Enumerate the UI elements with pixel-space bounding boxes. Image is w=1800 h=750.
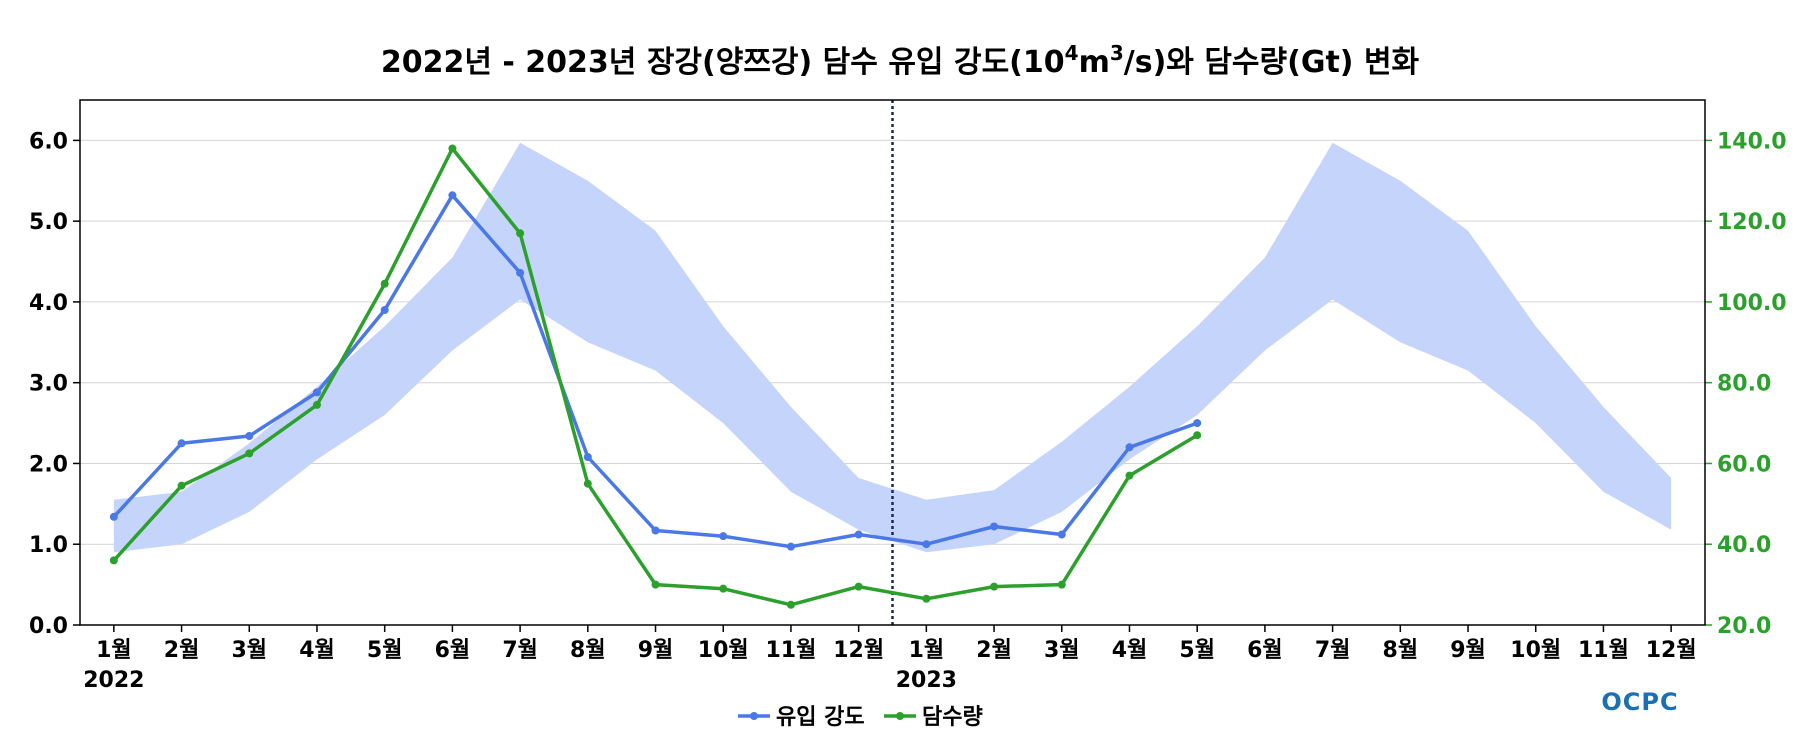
logo-text: OCPC — [1601, 688, 1678, 716]
data-point — [109, 512, 118, 521]
data-point — [1125, 471, 1134, 480]
x-tick-label: 3월 — [1044, 638, 1080, 663]
x-tick-label: 12월 — [1646, 638, 1697, 663]
year-label: 2023 — [896, 668, 957, 693]
x-tick-label: 6월 — [1247, 638, 1283, 663]
series-2 — [109, 144, 1202, 609]
svg-text:2022년 - 2023년 장강(양쯔강) 담수 유입 강도: 2022년 - 2023년 장강(양쯔강) 담수 유입 강도(104m3/s)와… — [381, 41, 1420, 80]
data-point — [922, 594, 931, 603]
title-sup-2: 3 — [1110, 41, 1124, 65]
data-point — [990, 582, 999, 591]
data-point — [516, 268, 525, 277]
x-tick-label: 10월 — [698, 638, 749, 663]
plot-frame — [79, 99, 1706, 626]
legend-swatch-marker — [750, 712, 758, 720]
climatology-band — [113, 142, 1672, 553]
x-tick-label: 2월 — [164, 638, 200, 663]
x-tick-label: 4월 — [299, 638, 335, 663]
x-tick-label: 1월 — [909, 638, 945, 663]
x-tick-label: 4월 — [1112, 638, 1148, 663]
y-left-tick-label: 2.0 — [29, 452, 68, 477]
data-point — [922, 540, 931, 549]
data-point — [1193, 431, 1202, 440]
y-left-tick-label: 5.0 — [29, 210, 68, 235]
x-tick-label: 8월 — [1383, 638, 1419, 663]
data-point — [380, 306, 389, 314]
data-point — [786, 600, 795, 609]
x-tick-label: 11월 — [1578, 638, 1629, 663]
legend: 유입 강도 담수량 — [738, 705, 983, 730]
x-tick-label: 7월 — [502, 638, 538, 663]
data-point — [1057, 580, 1066, 589]
data-point — [1193, 419, 1202, 428]
title-sup-1: 4 — [1065, 41, 1079, 65]
data-point — [516, 229, 525, 238]
legend-label: 담수량 — [922, 705, 983, 730]
series-line — [112, 146, 1199, 607]
y-right-tick-label: 40.0 — [1717, 533, 1771, 558]
title-mid: m — [1079, 45, 1110, 80]
data-point — [448, 191, 457, 200]
data-point — [719, 532, 728, 541]
x-tick-label: 11월 — [766, 638, 817, 663]
data-point — [583, 453, 592, 461]
y-left-tick-label: 3.0 — [29, 372, 68, 397]
data-point — [854, 530, 863, 539]
title-suffix: /s)와 담수량(Gt) 변화 — [1124, 45, 1420, 80]
x-tick-label: 1월 — [96, 638, 132, 663]
x-tick-label: 7월 — [1315, 638, 1351, 663]
legend-swatch-marker — [896, 712, 904, 720]
y-left-tick-label: 1.0 — [29, 533, 68, 558]
x-tick-label: 5월 — [367, 638, 403, 663]
data-point — [583, 479, 592, 488]
data-point — [786, 542, 795, 551]
data-point — [312, 388, 321, 397]
chart-title: 2022년 - 2023년 장강(양쯔강) 담수 유입 강도(104m3/s)와… — [381, 41, 1420, 80]
ocpc-logo: OCPC — [1601, 688, 1678, 716]
x-tick-label: 6월 — [435, 638, 471, 663]
data-point — [1125, 443, 1134, 452]
data-point — [109, 556, 118, 565]
data-point — [245, 432, 254, 440]
y-left-tick-label: 4.0 — [29, 291, 68, 316]
data-point — [854, 582, 863, 591]
y-right-tick-label: 20.0 — [1717, 614, 1771, 639]
year-label: 2022 — [83, 668, 144, 693]
data-point — [177, 439, 186, 448]
data-point — [1057, 530, 1066, 539]
axes: 0.0 1.0 2.0 3.0 4.0 5.0 6.0 20.0 40.0 60.0 80.0 100… — [29, 99, 1787, 693]
x-tick-label: 2월 — [976, 638, 1012, 663]
data-point — [651, 580, 660, 589]
x-tick-label: 5월 — [1179, 638, 1215, 663]
x-tick-label: 3월 — [231, 638, 267, 663]
climatology-band-layer — [113, 142, 1672, 553]
x-tick-label: 9월 — [1450, 638, 1486, 663]
y-right-tick-label: 60.0 — [1717, 452, 1771, 477]
series-layer — [109, 144, 1202, 609]
data-point — [651, 526, 660, 535]
data-point — [177, 481, 186, 490]
series-1 — [109, 191, 1202, 551]
x-tick-label: 8월 — [570, 638, 606, 663]
data-point — [990, 522, 999, 531]
title-prefix: 2022년 - 2023년 장강(양쯔강) 담수 유입 강도(10 — [381, 45, 1065, 80]
x-tick-label: 12월 — [833, 638, 884, 663]
x-tick-label: 10월 — [1510, 638, 1561, 663]
y-right-tick-label: 140.0 — [1717, 129, 1787, 154]
data-point — [245, 449, 254, 458]
data-point — [312, 400, 321, 409]
x-tick-label: 9월 — [638, 638, 674, 663]
legend-label: 유입 강도 — [776, 705, 865, 730]
data-point — [380, 279, 389, 288]
y-left-tick-label: 0.0 — [29, 614, 68, 639]
y-right-tick-label: 100.0 — [1717, 291, 1787, 316]
y-left-tick-label: 6.0 — [29, 129, 68, 154]
data-point — [719, 584, 728, 593]
y-right-tick-label: 80.0 — [1717, 372, 1771, 397]
data-point — [448, 144, 457, 153]
legend-item-1: 유입 강도 — [738, 705, 865, 730]
y-right-tick-label: 120.0 — [1717, 210, 1787, 235]
legend-item-2: 담수량 — [884, 705, 983, 730]
